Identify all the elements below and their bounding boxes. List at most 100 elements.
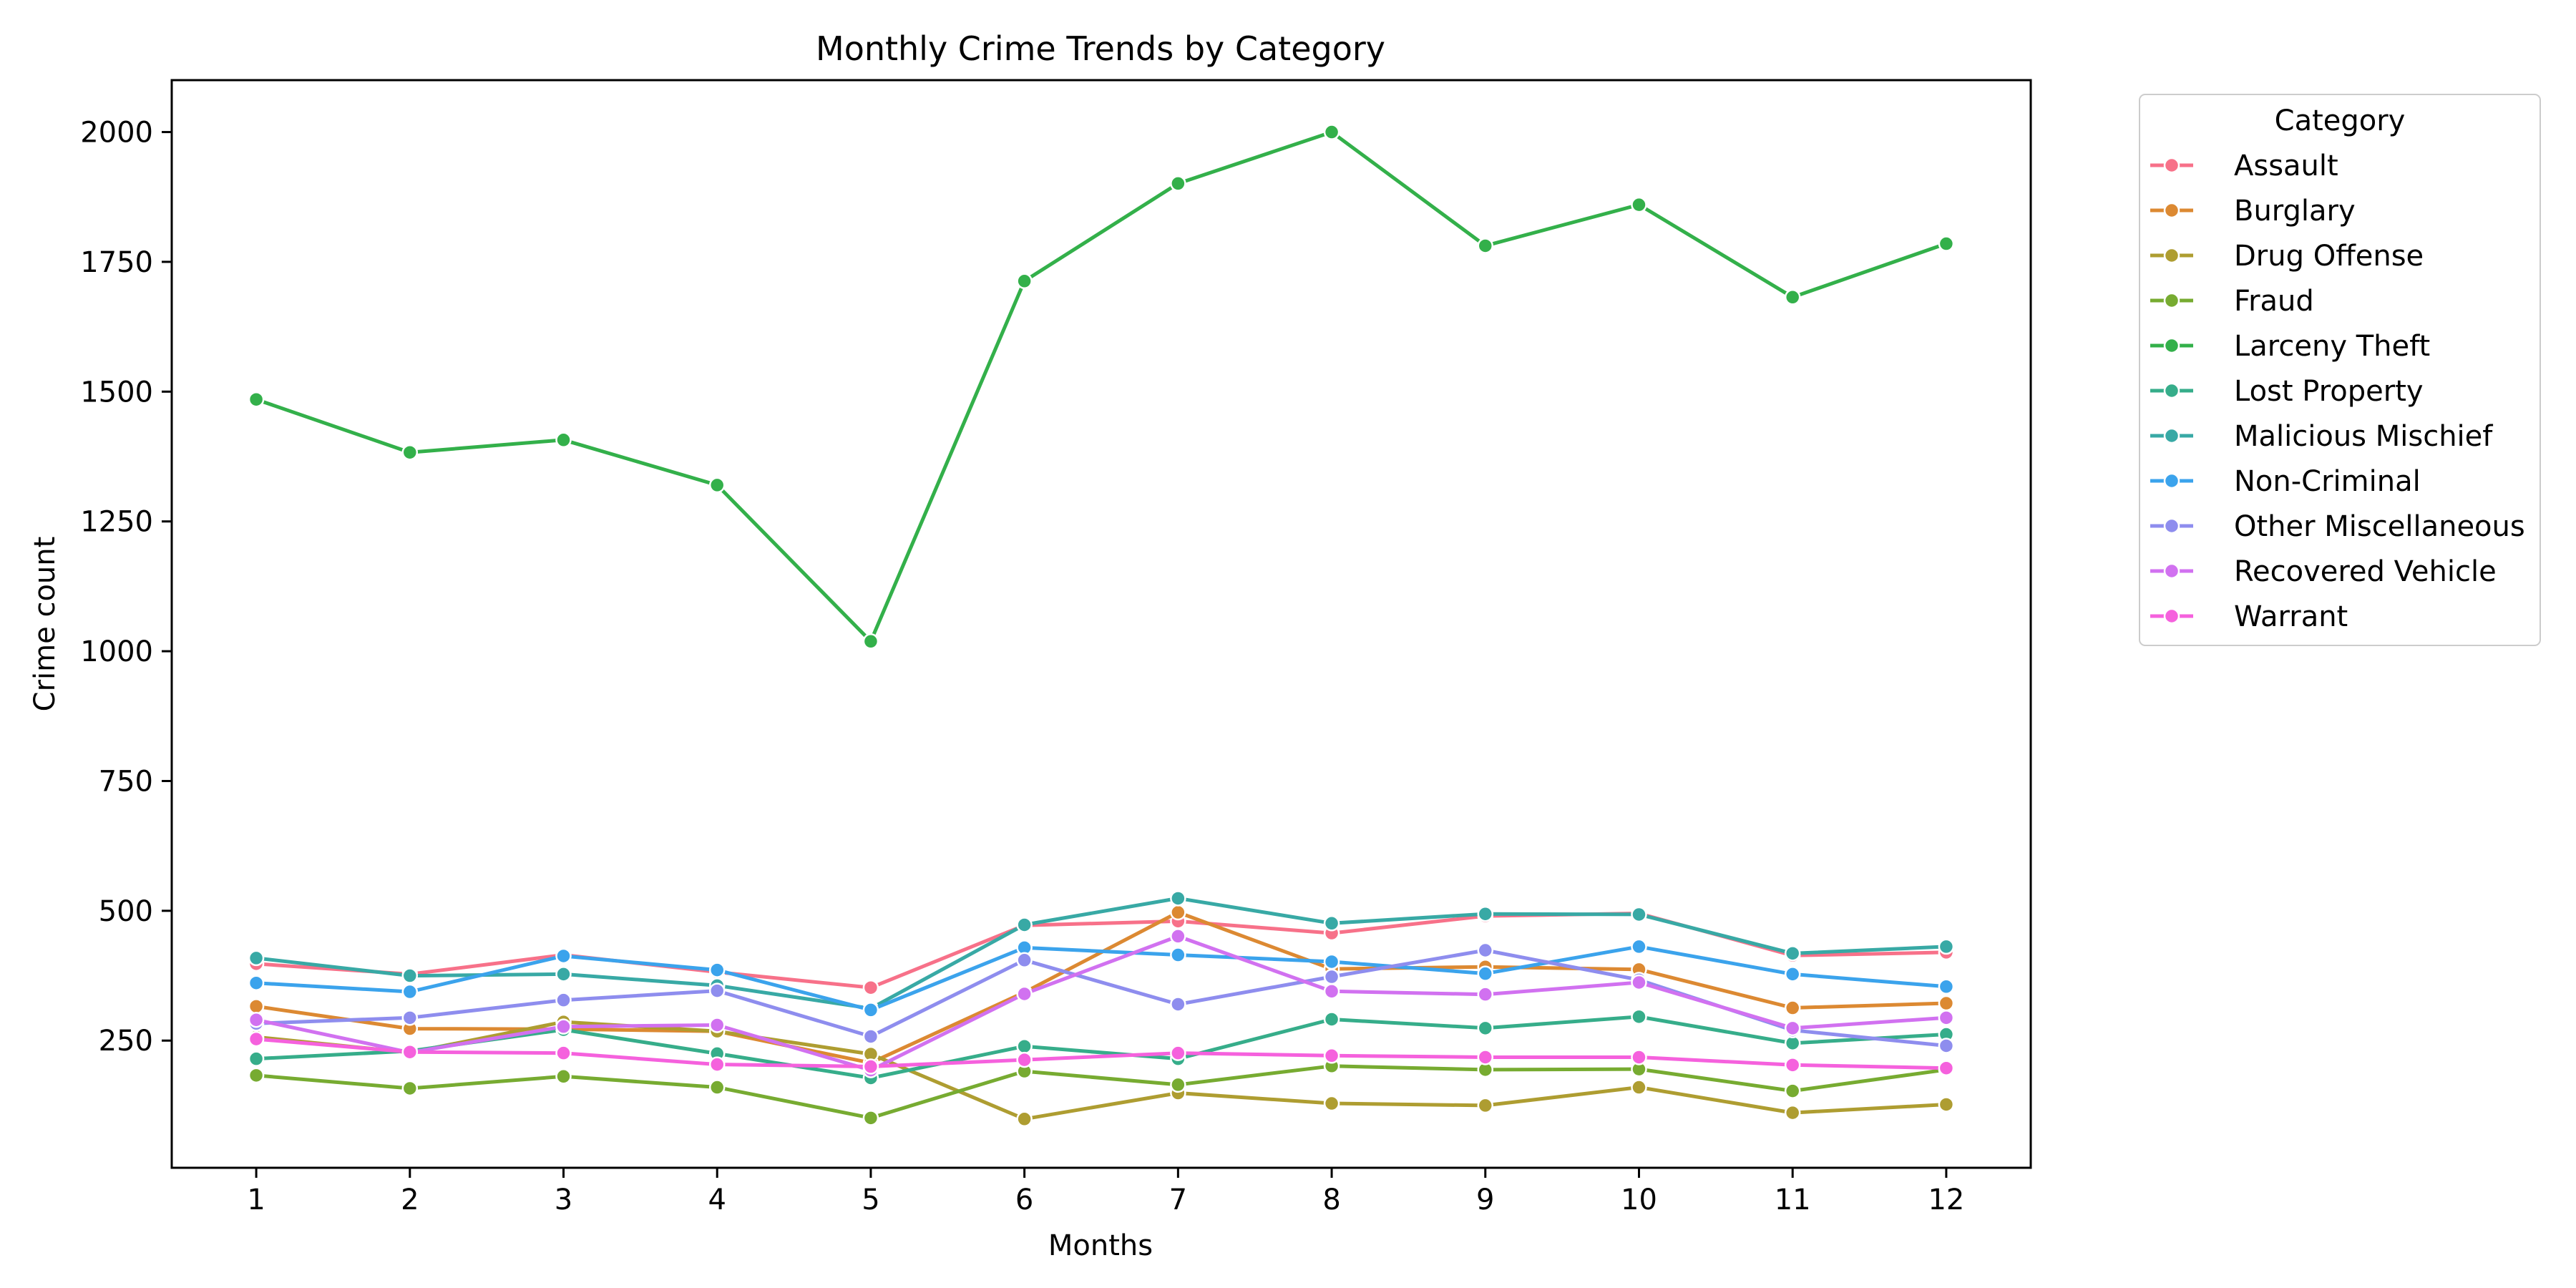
data-point-warrant [1016, 1051, 1033, 1068]
data-point-larceny-theft [1938, 235, 1955, 252]
data-point-warrant [708, 1056, 726, 1073]
legend-item-assault: Assault [2150, 150, 2338, 182]
data-point-warrant [1631, 1049, 1647, 1065]
data-point-larceny-theft [1016, 273, 1033, 290]
data-point-non-criminal [1784, 966, 1801, 982]
data-point-recovered-vehicle [1323, 983, 1340, 1000]
legend-item-malicious-mischief: Malicious Mischief [2150, 420, 2493, 453]
series-non-criminal [248, 938, 1955, 1018]
data-point-lost-property [1631, 1008, 1647, 1025]
y-tick-label: 1000 [80, 635, 153, 668]
legend-label: Fraud [2234, 285, 2314, 318]
data-point-recovered-vehicle [555, 1018, 572, 1035]
data-point-fraud [401, 1080, 419, 1097]
legend-label: Other Miscellaneous [2234, 510, 2525, 543]
y-tick-label: 1750 [80, 246, 153, 279]
data-point-non-criminal [555, 947, 572, 965]
data-point-fraud [862, 1110, 879, 1126]
data-point-other-miscellaneous [1323, 968, 1340, 985]
data-point-recovered-vehicle [708, 1017, 726, 1033]
legend-label: Malicious Mischief [2234, 420, 2493, 453]
legend-item-fraud: Fraud [2150, 285, 2314, 318]
legend-item-lost-property: Lost Property [2150, 375, 2424, 408]
data-point-malicious-mischief [555, 966, 572, 982]
data-point-lost-property [248, 1050, 265, 1067]
series-line-non-criminal [255, 945, 1947, 1012]
x-tick-label: 10 [1621, 1184, 1657, 1216]
data-point-non-criminal [1477, 965, 1494, 982]
series-line-burglary [255, 910, 1946, 1065]
series-line-malicious-mischief [255, 896, 1947, 1010]
legend-swatch-marker [2163, 202, 2180, 219]
legend-item-warrant: Warrant [2150, 600, 2348, 633]
data-point-recovered-vehicle [1784, 1020, 1801, 1037]
data-point-malicious-mischief [1170, 890, 1186, 907]
data-point-larceny-theft [248, 391, 265, 408]
series-line-larceny-theft [255, 130, 1947, 643]
x-tick-label: 2 [401, 1184, 419, 1216]
data-point-non-criminal [862, 1002, 879, 1018]
legend-swatch-marker [2163, 292, 2180, 309]
legend-swatch-marker [2163, 562, 2180, 580]
data-point-drug-offense [1784, 1104, 1801, 1121]
data-point-non-criminal [1323, 953, 1340, 970]
legend-swatch-marker [2163, 247, 2180, 264]
legend-item-burglary: Burglary [2150, 195, 2356, 228]
data-point-burglary [1784, 1000, 1801, 1016]
data-point-drug-offense [1938, 1096, 1955, 1113]
y-tick-label: 2000 [80, 117, 153, 150]
x-tick-label: 9 [1476, 1184, 1494, 1216]
data-point-recovered-vehicle [248, 1011, 265, 1028]
data-point-drug-offense [1016, 1111, 1033, 1128]
data-point-drug-offense [1323, 1095, 1340, 1112]
data-point-other-miscellaneous [1477, 942, 1494, 959]
data-point-lost-property [1477, 1020, 1494, 1037]
data-point-warrant [555, 1045, 572, 1061]
legend-label: Recovered Vehicle [2234, 555, 2497, 588]
chart-title: Monthly Crime Trends by Category [816, 29, 1385, 68]
legend-item-drug-offense: Drug Offense [2150, 240, 2424, 273]
legend-swatch-marker [2163, 427, 2180, 444]
data-point-larceny-theft [555, 431, 572, 449]
series-line-lost-property [255, 1015, 1947, 1080]
data-point-warrant [1784, 1057, 1801, 1073]
data-point-recovered-vehicle [1016, 985, 1033, 1002]
series-drug-offense [248, 1013, 1955, 1128]
y-tick-label: 500 [99, 895, 153, 928]
y-axis: 250 500 750 1000 1250 1500 1750 2000 [80, 117, 172, 1058]
data-point-larceny-theft [862, 633, 879, 650]
x-tick-label: 5 [862, 1184, 879, 1216]
data-point-other-miscellaneous [1170, 996, 1186, 1013]
data-point-warrant [1477, 1049, 1494, 1065]
data-point-warrant [401, 1043, 419, 1060]
data-point-burglary [1170, 904, 1186, 921]
legend: Category Assault Burglary Drug Offense Frau… [2139, 94, 2541, 646]
data-point-other-miscellaneous [401, 1010, 419, 1026]
data-point-drug-offense [1477, 1097, 1494, 1114]
legend-label: Burglary [2234, 195, 2356, 228]
x-tick-label: 4 [708, 1184, 726, 1216]
data-point-other-miscellaneous [555, 992, 572, 1008]
x-axis-label: Months [1048, 1229, 1153, 1262]
data-point-larceny-theft [1323, 124, 1340, 140]
data-point-malicious-mischief [1323, 915, 1340, 932]
series-fraud [248, 1058, 1955, 1126]
data-point-warrant [1323, 1048, 1340, 1064]
legend-swatch-marker [2163, 472, 2180, 489]
data-point-larceny-theft [1170, 175, 1186, 192]
y-axis-label: Crime count [29, 537, 62, 712]
data-point-malicious-mischief [248, 950, 265, 967]
data-point-other-miscellaneous [708, 982, 726, 999]
data-point-non-criminal [1170, 947, 1186, 963]
data-point-burglary [248, 998, 265, 1015]
data-point-other-miscellaneous [862, 1028, 879, 1045]
legend-label: Lost Property [2234, 375, 2424, 408]
data-point-recovered-vehicle [1170, 928, 1186, 945]
x-tick-label: 7 [1169, 1184, 1187, 1216]
data-point-non-criminal [1631, 938, 1647, 955]
data-point-non-criminal [1938, 978, 1955, 995]
data-point-lost-property [1323, 1011, 1340, 1028]
data-point-larceny-theft [708, 477, 726, 494]
data-point-larceny-theft [401, 444, 419, 461]
